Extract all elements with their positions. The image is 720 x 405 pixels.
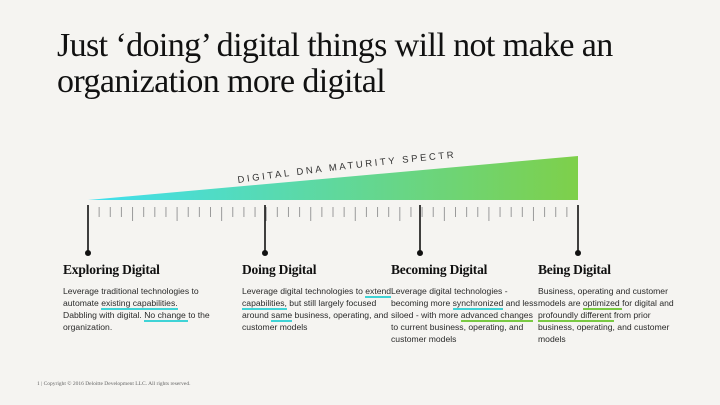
copyright-footer: 1 | Copyright © 2016 Deloitte Developmen… xyxy=(37,381,191,387)
stage-marker-dot xyxy=(575,250,581,256)
description-text: Leverage digital technologies to xyxy=(242,286,366,296)
description-text: business, operating, and customer models xyxy=(242,310,389,333)
highlighted-phrase: same xyxy=(271,310,293,323)
stage-description: Leverage digital technologies - becoming… xyxy=(391,285,541,345)
stage-title: Exploring Digital xyxy=(63,262,160,277)
stage-exploring-digital: Exploring Digital Leverage traditional t… xyxy=(63,262,213,333)
stage-being-digital: Being Digital Business, operating and cu… xyxy=(538,262,688,345)
stage-description: Leverage digital technologies to extend … xyxy=(242,285,392,333)
highlighted-phrase: optimized xyxy=(582,298,623,311)
stage-doing-digital: Doing Digital Leverage digital technolog… xyxy=(242,262,392,333)
highlighted-phrase: synchronized xyxy=(452,298,504,311)
stage-description: Business, operating and customer models … xyxy=(538,285,688,345)
description-text: for digital and xyxy=(622,298,674,309)
spectrum-wedge xyxy=(88,156,578,200)
slide-title: Just ‘doing’ digital things will not mak… xyxy=(57,27,613,100)
spectrum-ruler xyxy=(85,205,581,256)
stage-marker-dot xyxy=(417,250,423,256)
description-text: to the organization. xyxy=(63,310,210,333)
stage-title: Becoming Digital xyxy=(391,262,488,277)
spectrum-label: DIGITAL DNA MATURITY SPECTRUM xyxy=(0,0,457,186)
stage-becoming-digital: Becoming Digital Leverage digital techno… xyxy=(391,262,541,345)
description-text: Dabbling with digital. xyxy=(63,310,145,321)
description-text: to current business, operating, and cust… xyxy=(391,322,524,345)
highlighted-phrase: profoundly different xyxy=(538,310,614,323)
description-text: but still largely focused around xyxy=(242,298,377,321)
highlighted-phrase: No change xyxy=(144,310,189,323)
stage-description: Leverage traditional technologies to aut… xyxy=(63,285,213,333)
stage-marker-dot xyxy=(85,250,91,256)
stage-title: Doing Digital xyxy=(242,262,317,277)
highlighted-phrase: extend capabilities, xyxy=(242,286,392,311)
highlighted-phrase: advanced changes xyxy=(460,310,533,323)
highlighted-phrase: existing capabilities. xyxy=(101,298,178,311)
stage-title: Being Digital xyxy=(538,262,611,277)
description-text: and less siloed - with more xyxy=(391,298,538,321)
stage-marker-dot xyxy=(262,250,268,256)
description-text: from prior business, operating, and cust… xyxy=(538,310,670,345)
description-text: Leverage digital technologies - becoming… xyxy=(391,286,508,309)
description-text: Leverage traditional technologies to aut… xyxy=(63,286,199,309)
description-text: Business, operating and customer models … xyxy=(538,286,668,309)
